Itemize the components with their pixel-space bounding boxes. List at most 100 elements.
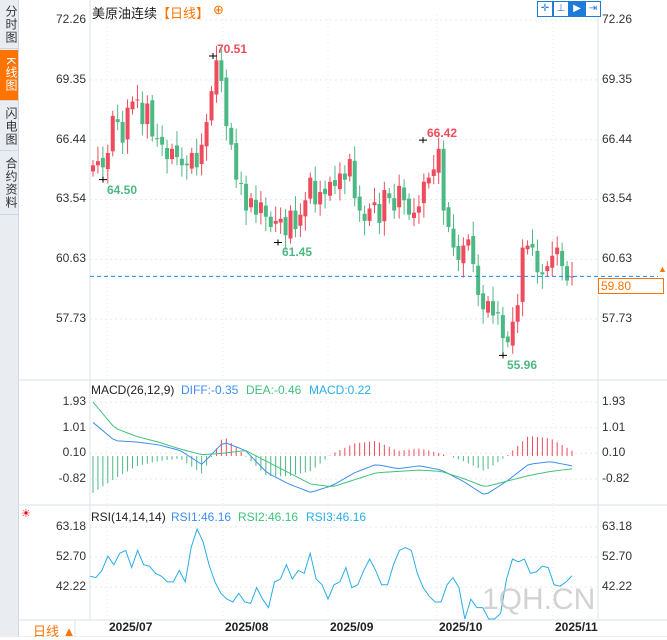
play-icon[interactable]: ▶ — [569, 1, 585, 17]
macd-tick-left: -0.82 — [58, 471, 86, 485]
x-tick-label: 2025/10 — [439, 620, 483, 634]
tab-flash[interactable]: 闪电图 — [0, 102, 18, 151]
macd-diff-label: DIFF:-0.35 — [181, 383, 239, 397]
candle-body — [476, 265, 481, 295]
macd-dea-label: DEA:-0.46 — [246, 383, 302, 397]
extreme-price-label: 70.51 — [217, 42, 248, 56]
candle-body — [471, 236, 476, 265]
extreme-price-label: 61.45 — [282, 245, 313, 260]
rsi-tick-left: 52.70 — [55, 549, 86, 563]
candle-body — [525, 245, 530, 250]
candle-body — [456, 245, 461, 260]
candle-body — [407, 198, 412, 215]
range-icon[interactable]: ⊥ — [553, 1, 569, 17]
candle-body — [377, 203, 382, 223]
rsi-title: RSI(14,14,14) — [91, 510, 166, 524]
candle-body — [362, 213, 367, 221]
candle-body — [318, 192, 323, 205]
candle-body — [555, 247, 560, 255]
period-switch-button[interactable]: 日线 ▲ — [33, 624, 76, 639]
candle-body — [273, 220, 278, 224]
extreme-marker — [99, 176, 107, 183]
candle-body — [229, 127, 234, 145]
candle-body — [337, 173, 342, 190]
price-tick-right: 69.35 — [602, 71, 633, 86]
tab-contract-info[interactable]: 合约资料 — [0, 152, 18, 215]
price-tick-left: 69.35 — [55, 71, 86, 86]
candle-body — [283, 217, 288, 236]
rsi-tick-right: 63.18 — [602, 519, 633, 533]
candle-body — [155, 138, 160, 140]
candle-body — [288, 210, 293, 239]
price-tick-left: 60.63 — [55, 251, 86, 266]
candle-body — [416, 206, 421, 213]
plus-circle-icon[interactable]: ⊕ — [213, 2, 224, 17]
price-tick-left: 57.73 — [55, 311, 86, 325]
candle-body — [95, 161, 100, 166]
candle-body — [560, 250, 565, 267]
candle-body — [303, 200, 308, 217]
candle-body — [565, 266, 570, 281]
candle-body — [486, 301, 491, 313]
candle-body — [219, 60, 224, 81]
candle-body — [411, 212, 416, 218]
x-tick-label: 2025/08 — [225, 620, 269, 634]
candle-body — [244, 183, 249, 211]
candle-body — [160, 136, 165, 145]
candle-body — [209, 91, 214, 121]
price-tick-left: 72.26 — [55, 12, 86, 26]
candle-body — [150, 100, 155, 137]
candle-body — [421, 181, 426, 204]
candle-body — [234, 143, 239, 180]
rsi-tick-left: 42.22 — [55, 579, 86, 593]
extreme-price-label: 55.96 — [507, 358, 538, 373]
candle-body — [194, 152, 199, 168]
tab-time-share[interactable]: 分时图 — [0, 0, 18, 49]
price-tick-left: 63.54 — [55, 191, 86, 206]
tab-kline[interactable]: K线图 — [0, 50, 18, 101]
watermark: 1QH.CN — [482, 583, 596, 616]
candle-body — [214, 60, 219, 95]
sidebar: 分时图 K线图 闪电图 合约资料 — [0, 0, 19, 637]
price-tick-right: 63.54 — [602, 191, 633, 206]
candle-body — [392, 198, 397, 211]
macd-tick-right: -0.82 — [602, 471, 630, 485]
crosshair-icon[interactable]: ✛ — [537, 1, 553, 17]
candle-body — [224, 77, 229, 127]
macd-tick-right: 1.93 — [602, 394, 626, 408]
rsi2-label: RSI2:46.16 — [238, 510, 299, 524]
x-tick-label: 2025/11 — [555, 620, 598, 634]
candle-body — [165, 147, 170, 160]
candle-body — [481, 293, 486, 310]
macd-diff-line — [92, 422, 573, 495]
candle-body — [135, 99, 140, 101]
x-tick-label: 2025/07 — [109, 620, 153, 634]
candle-body — [91, 165, 95, 172]
candle-body — [199, 144, 204, 165]
candle-body — [402, 187, 407, 201]
price-tick-right: 57.73 — [602, 311, 633, 325]
candle-body — [249, 198, 254, 208]
extreme-marker — [209, 53, 217, 60]
candle-body — [570, 276, 574, 278]
candle-body — [436, 148, 441, 173]
candle-body — [120, 122, 125, 143]
macd-tick-left: 0.10 — [62, 445, 86, 460]
macd-value-label: MACD:0.22 — [309, 383, 372, 397]
candle-body — [323, 188, 328, 195]
settings-sun-icon[interactable]: ☀ — [21, 508, 31, 520]
candle-body — [189, 152, 194, 169]
candle-body — [441, 148, 446, 211]
price-tick-right: 66.44 — [602, 131, 633, 146]
candle-body — [308, 177, 313, 199]
price-tick-right: 72.26 — [602, 12, 633, 26]
price-tick-right: 60.63 — [602, 251, 633, 266]
exit-icon[interactable]: ⇥ — [585, 1, 601, 17]
candle-body — [426, 177, 431, 184]
candle-body — [382, 189, 387, 222]
candle-body — [100, 157, 105, 168]
candle-body — [293, 210, 298, 230]
macd-dea-line — [92, 401, 573, 488]
candle-body — [545, 266, 550, 272]
